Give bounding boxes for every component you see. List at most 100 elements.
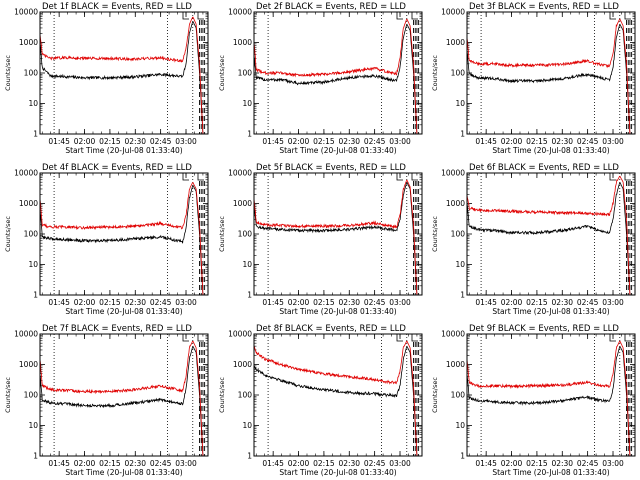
y-tick-label: 100 xyxy=(238,391,253,400)
series-line xyxy=(40,182,204,295)
y-axis-label: Counts/sec xyxy=(218,55,226,91)
y-tick-label: 1000 xyxy=(233,199,252,208)
panel-title: Det 4f BLACK = Events, RED = LLD xyxy=(42,163,192,173)
bracket-mark xyxy=(411,12,418,20)
y-tick-label: 100 xyxy=(24,230,39,239)
series-line xyxy=(467,181,631,295)
x-tick-label: 02:00 xyxy=(501,459,523,468)
plot-frame xyxy=(39,333,209,457)
y-tick-label: 1 xyxy=(247,291,252,300)
y-tick-label: 100 xyxy=(238,69,253,78)
x-tick-label: 02:30 xyxy=(124,137,146,146)
y-tick-label: 10 xyxy=(28,99,38,108)
y-tick-label: 10 xyxy=(455,421,465,430)
plot-frame xyxy=(39,11,209,135)
panel-det-2f: Det 2f BLACK = Events, RED = LLD 1 10 100 10… xyxy=(218,2,423,155)
y-axis-label: Counts/sec xyxy=(218,377,226,413)
y-tick-label: 10 xyxy=(242,99,252,108)
plot-frame xyxy=(466,11,636,135)
plot-frame xyxy=(466,333,636,457)
y-tick-label: 100 xyxy=(24,69,39,78)
y-tick-label: 10000 xyxy=(441,169,465,178)
x-tick-label: 01:45 xyxy=(475,137,497,146)
x-tick-label: 03:00 xyxy=(175,459,197,468)
bracket-mark xyxy=(411,334,418,342)
y-tick-label: 10000 xyxy=(228,169,252,178)
bracket-mark xyxy=(197,334,204,342)
bracket-mark xyxy=(624,173,631,181)
bracket-mark xyxy=(197,12,204,20)
y-tick-label: 1000 xyxy=(446,360,465,369)
y-tick-label: 1000 xyxy=(19,38,38,47)
x-axis-label: Start Time (20-Jul-08 01:33:40) xyxy=(279,146,396,155)
y-tick-label: 1 xyxy=(33,452,38,461)
y-axis-label: Counts/sec xyxy=(431,377,439,413)
plot-area xyxy=(254,334,420,456)
series-line xyxy=(467,23,631,134)
y-tick-label: 10000 xyxy=(14,330,38,339)
x-tick-label: 02:30 xyxy=(338,298,360,307)
y-tick-label: 1 xyxy=(460,291,465,300)
y-tick-label: 1 xyxy=(33,291,38,300)
x-tick-label: 02:15 xyxy=(526,137,548,146)
bracket-mark xyxy=(182,173,189,181)
x-tick-label: 03:00 xyxy=(602,459,624,468)
y-tick-label: 1 xyxy=(460,452,465,461)
y-axis-label: Counts/sec xyxy=(218,216,226,252)
series-line xyxy=(254,345,418,456)
series-line xyxy=(467,340,631,456)
plot-frame xyxy=(39,172,209,296)
x-tick-label: 02:15 xyxy=(526,459,548,468)
x-tick-label: 02:45 xyxy=(364,298,386,307)
series-line xyxy=(467,175,631,295)
x-tick-label: 02:45 xyxy=(150,459,172,468)
x-tick-label: 02:30 xyxy=(338,459,360,468)
bracket-mark xyxy=(624,334,631,342)
plot-frame xyxy=(253,11,423,135)
plot-area xyxy=(40,173,206,295)
x-tick-label: 02:15 xyxy=(99,459,121,468)
x-tick-label: 02:15 xyxy=(313,459,335,468)
bracket-mark xyxy=(396,334,403,342)
x-tick-label: 02:30 xyxy=(551,459,573,468)
y-tick-label: 10000 xyxy=(228,8,252,17)
y-tick-label: 10000 xyxy=(14,8,38,17)
plot-area xyxy=(40,334,206,456)
plot-area xyxy=(254,173,420,295)
plot-frame xyxy=(253,172,423,296)
x-tick-label: 02:45 xyxy=(577,459,599,468)
x-tick-label: 02:00 xyxy=(288,137,310,146)
x-axis-label: Start Time (20-Jul-08 01:33:40) xyxy=(492,307,609,316)
y-tick-label: 1 xyxy=(33,130,38,139)
panel-det-6f: Det 6f BLACK = Events, RED = LLD 1 10 100 10… xyxy=(431,163,636,316)
x-axis-label: Start Time (20-Jul-08 01:33:40) xyxy=(492,468,609,477)
x-tick-label: 03:00 xyxy=(602,137,624,146)
bracket-mark xyxy=(609,12,616,20)
series-line xyxy=(467,18,631,134)
panel-det-4f: Det 4f BLACK = Events, RED = LLD 1 10 100 10… xyxy=(4,163,209,316)
bracket-mark xyxy=(411,173,418,181)
y-tick-label: 1000 xyxy=(19,199,38,208)
y-tick-label: 10 xyxy=(455,260,465,269)
y-tick-label: 10000 xyxy=(228,330,252,339)
panel-title: Det 8f BLACK = Events, RED = LLD xyxy=(256,324,406,334)
x-tick-label: 02:45 xyxy=(364,459,386,468)
y-tick-label: 10 xyxy=(242,260,252,269)
bracket-mark xyxy=(609,173,616,181)
series-line xyxy=(254,23,418,134)
series-line xyxy=(254,181,418,295)
x-tick-label: 02:30 xyxy=(124,298,146,307)
plot-area xyxy=(467,334,633,456)
x-tick-label: 02:45 xyxy=(150,298,172,307)
x-tick-label: 02:00 xyxy=(288,459,310,468)
y-tick-label: 10 xyxy=(242,421,252,430)
panel-title: Det 6f BLACK = Events, RED = LLD xyxy=(469,163,619,173)
y-tick-label: 10 xyxy=(455,99,465,108)
y-tick-label: 10000 xyxy=(441,330,465,339)
x-tick-label: 02:00 xyxy=(501,298,523,307)
y-tick-label: 1 xyxy=(247,130,252,139)
bracket-mark xyxy=(396,12,403,20)
x-tick-label: 02:00 xyxy=(74,298,96,307)
panel-det-7f: Det 7f BLACK = Events, RED = LLD 1 10 100 10… xyxy=(4,324,209,477)
